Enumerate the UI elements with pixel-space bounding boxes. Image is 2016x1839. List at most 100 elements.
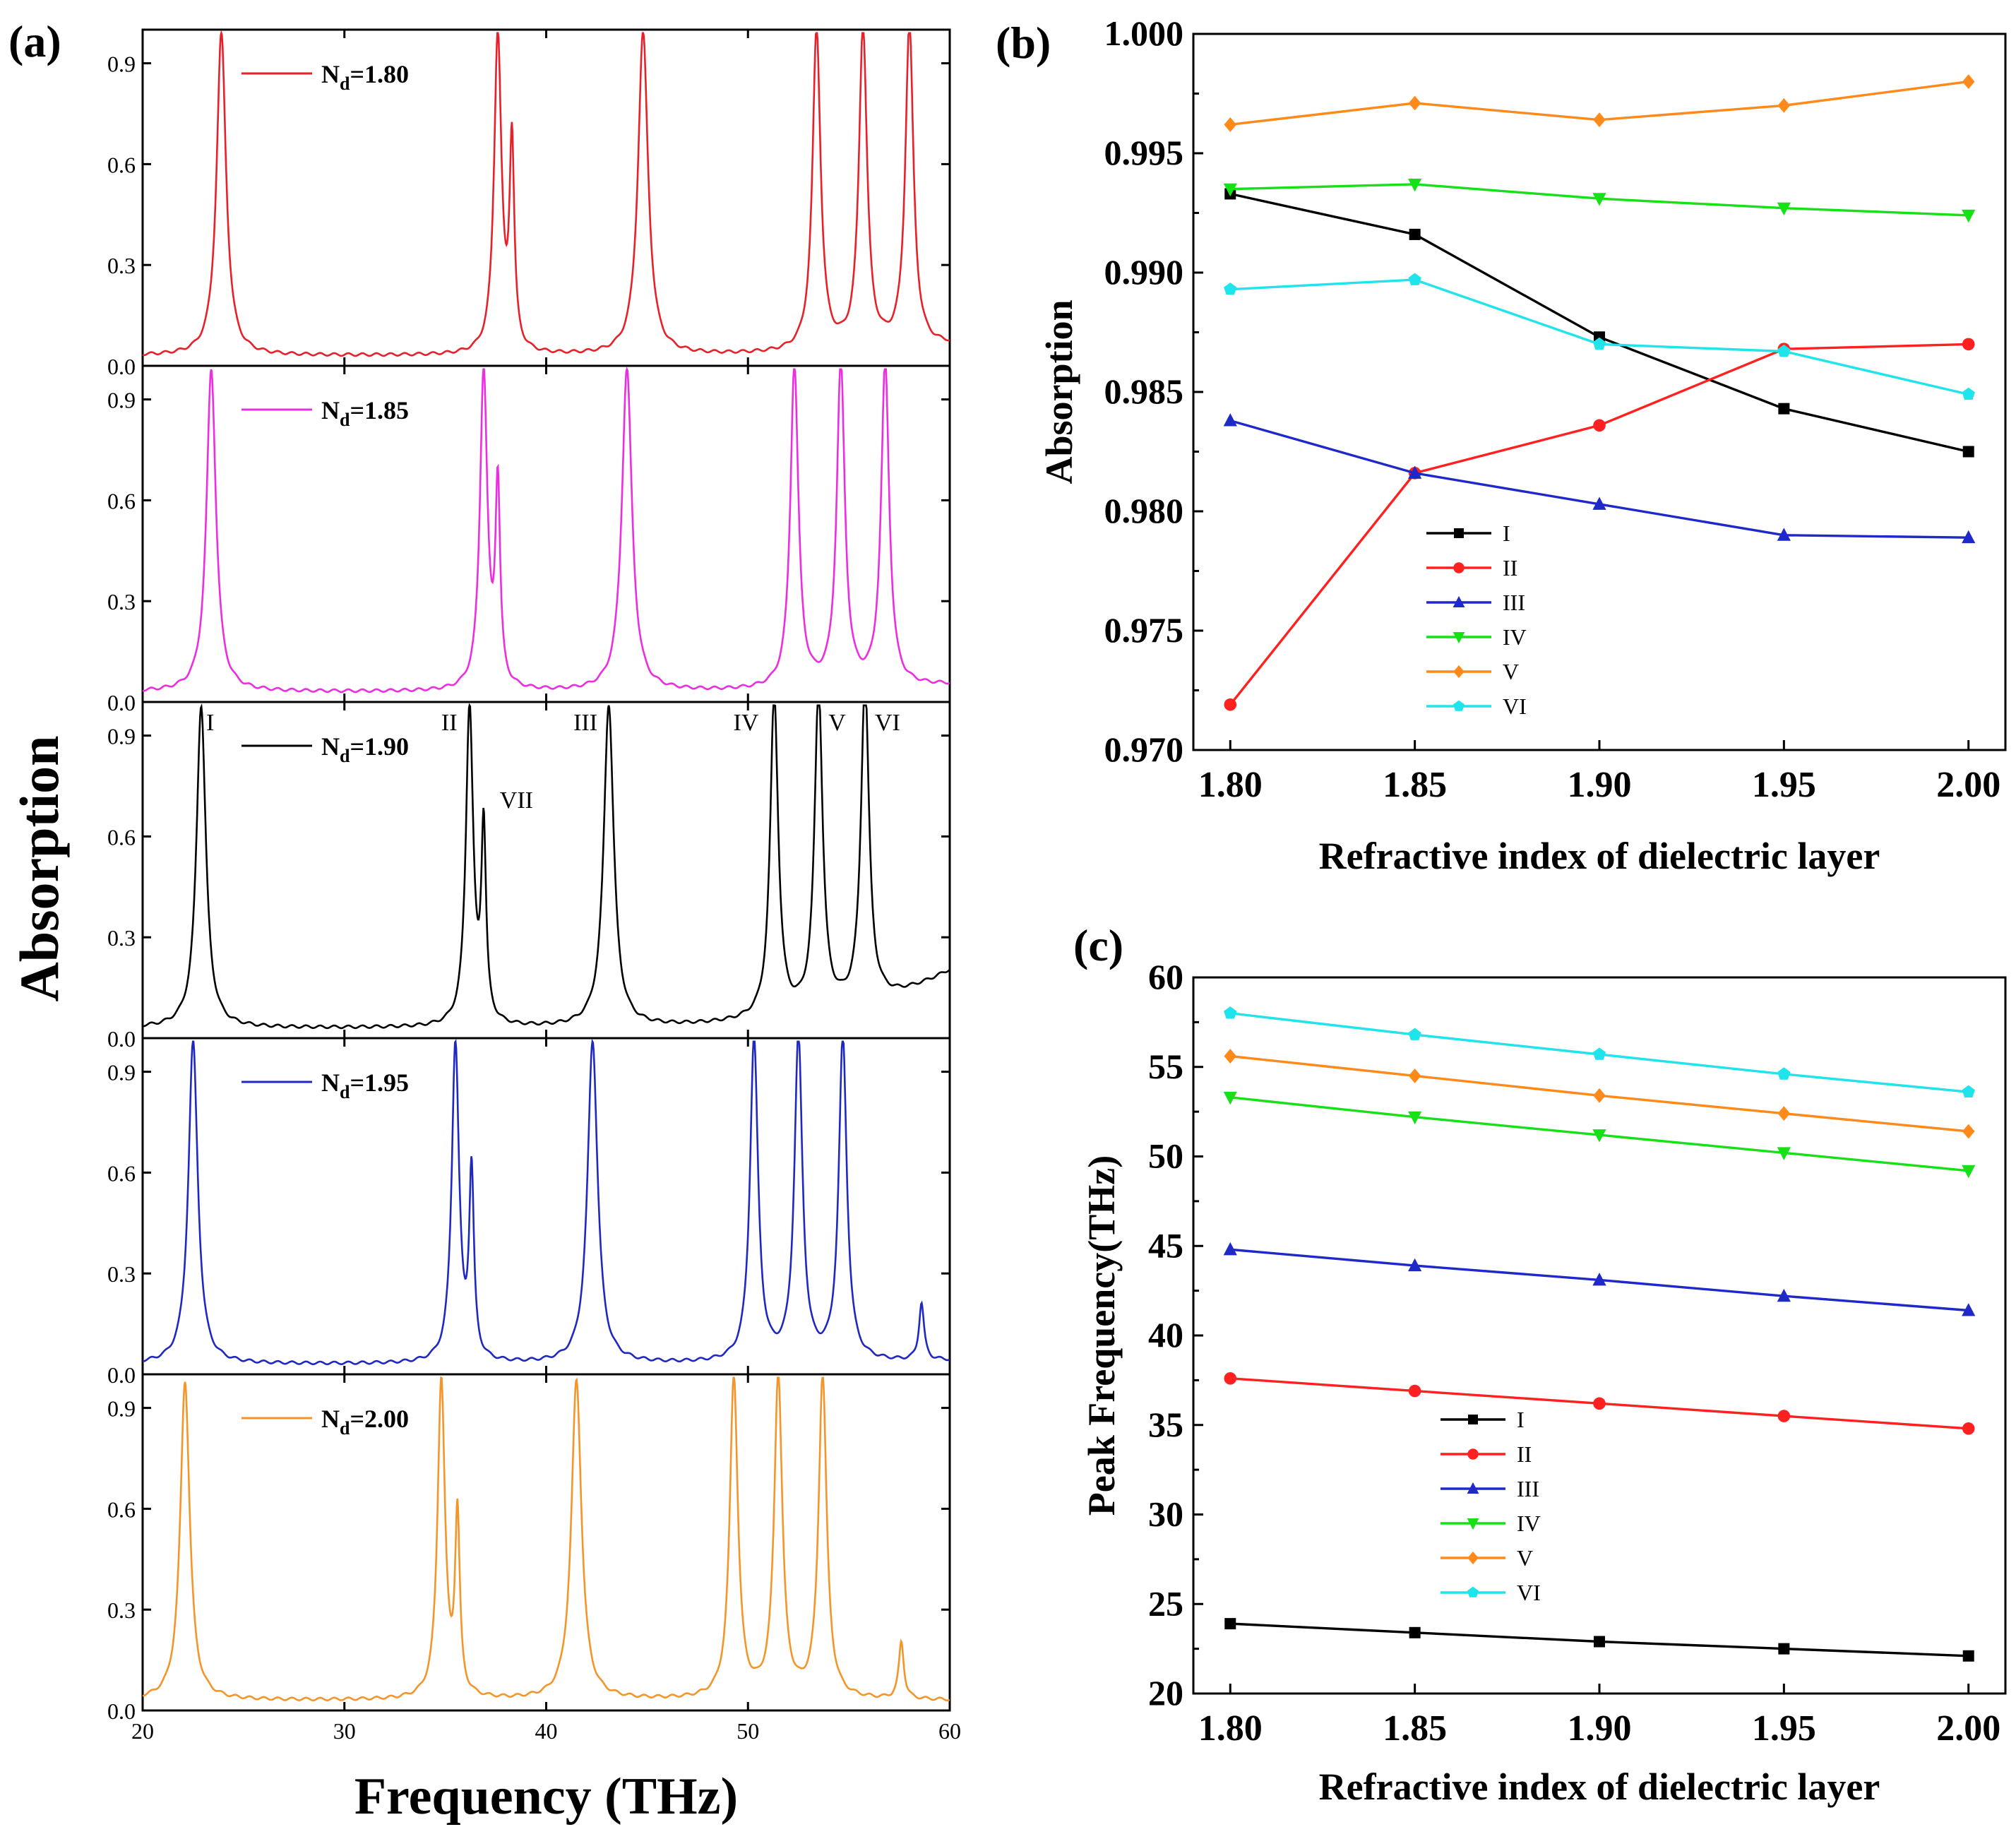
data-point [1408, 95, 1421, 111]
x-axis-title: Frequency (THz) [354, 1768, 738, 1826]
y-tick-label: 0.9 [107, 52, 136, 77]
data-point [1223, 183, 1237, 197]
legend-marker [1468, 1415, 1478, 1424]
data-point [1408, 1384, 1421, 1398]
data-point [1962, 1422, 1975, 1435]
mode-label-ii: II [441, 710, 458, 736]
y-axis-title: Absorption [1038, 299, 1080, 484]
legend-marker [1467, 1551, 1479, 1565]
series-i [1224, 188, 1974, 458]
y-tick-label: 0.9 [107, 1396, 136, 1422]
data-point [1409, 228, 1421, 240]
legend-sub: d [340, 746, 350, 766]
y-tick-label: 0.0 [107, 1362, 136, 1388]
data-point [1408, 1111, 1422, 1125]
legend-n: N [321, 732, 340, 761]
y-tick-label: 0.6 [107, 1160, 136, 1186]
plot-frame [141, 1373, 951, 1712]
y-tick-label: 0.990 [1104, 252, 1184, 292]
legend-marker [1453, 595, 1465, 607]
x-tick-label: 1.95 [1752, 765, 1816, 805]
data-point [1962, 387, 1975, 400]
data-point [1593, 112, 1606, 128]
data-point [1593, 1397, 1606, 1410]
spectrum-curve [143, 1376, 950, 1702]
y-tick-label: 0.975 [1104, 610, 1184, 650]
legend-label-v: V [1503, 659, 1519, 684]
series-i [1224, 1618, 1974, 1662]
mode-label-v: V [828, 710, 846, 736]
data-point [1962, 530, 1976, 544]
y-tick-label: 30 [1148, 1494, 1183, 1534]
spectrum-panel-1-85: 0.0 0.3 0.6 0.9 Nd=1.85 [107, 364, 951, 715]
y-tick-label: 40 [1148, 1315, 1183, 1355]
spectrum-curve [142, 1038, 950, 1366]
legend-sub: d [340, 1418, 350, 1439]
y-tick-label: 35 [1148, 1405, 1183, 1444]
y-tick-label: 0.970 [1104, 730, 1184, 769]
y-tick-label: 0.6 [107, 488, 136, 513]
series-line [1229, 192, 1969, 453]
legend-label-iv: IV [1503, 624, 1527, 650]
data-point [1962, 1303, 1976, 1316]
y-tick-label: 60 [1148, 957, 1183, 996]
data-point [1962, 74, 1975, 89]
legend-label-ii: II [1503, 555, 1517, 581]
legend-label-iii: III [1503, 590, 1525, 615]
legend-label-v: V [1517, 1545, 1533, 1571]
legend-label: Nd=1.85 [321, 396, 409, 430]
x-tick-label: 2.00 [1936, 1708, 2000, 1749]
y-tick-label: 1.000 [1104, 13, 1184, 53]
x-axis-title: Refractive index of dielectric layer [1319, 835, 1880, 877]
data-point [1962, 1085, 1975, 1097]
y-axis-title: Absorption [8, 735, 70, 1001]
legend-label: Nd=2.00 [321, 1405, 409, 1439]
data-point [1223, 1242, 1237, 1256]
data-point [1593, 419, 1606, 432]
legend-label-i: I [1503, 520, 1510, 546]
plot-frame [141, 701, 951, 1040]
plot-frame [141, 364, 951, 703]
data-point [1962, 1165, 1976, 1179]
data-point [1592, 496, 1606, 510]
series-vi [1224, 273, 1975, 400]
series-ii [1224, 1372, 1975, 1435]
legend-value: =1.90 [350, 732, 409, 761]
y-tick-label: 20 [1148, 1673, 1183, 1713]
series-iii [1223, 1242, 1976, 1316]
data-point [1593, 1088, 1606, 1103]
legend-label: Nd=1.90 [321, 732, 409, 766]
y-tick-label: 0.3 [107, 1597, 136, 1623]
legend-n: N [321, 60, 340, 88]
series-line [1229, 419, 1969, 539]
panel-label: (c) [1073, 920, 1123, 970]
legend-marker [1467, 1482, 1479, 1494]
y-tick-label: 0.980 [1104, 491, 1184, 530]
data-point [1408, 273, 1421, 285]
x-tick-label: 1.80 [1198, 1708, 1263, 1749]
legend-label-vi: VI [1503, 694, 1527, 719]
mode-label-vii: VII [500, 787, 533, 814]
data-point [1592, 337, 1606, 350]
data-point [1224, 1006, 1237, 1019]
data-point [1409, 1626, 1421, 1638]
legend-sub: d [340, 73, 350, 94]
plot-frame [1192, 32, 2007, 751]
legend-marker [1453, 700, 1465, 711]
legend-label: Nd=1.95 [321, 1069, 409, 1102]
y-tick-label: 0.9 [107, 724, 136, 749]
mode-label-iv: IV [734, 710, 759, 736]
y-tick-label: 0.0 [107, 1026, 136, 1052]
series-vi [1224, 1006, 1975, 1097]
y-tick-label: 0.9 [107, 388, 136, 413]
panel-b: 0.970 0.975 0.980 0.985 0.990 0.995 1.000 1.80 1… [996, 13, 2007, 877]
data-point [1777, 1147, 1791, 1160]
data-point [1224, 1618, 1236, 1630]
data-point [1777, 1288, 1791, 1302]
data-point [1777, 528, 1791, 541]
plot-frame [141, 28, 951, 367]
y-tick-label: 0.0 [107, 354, 136, 379]
